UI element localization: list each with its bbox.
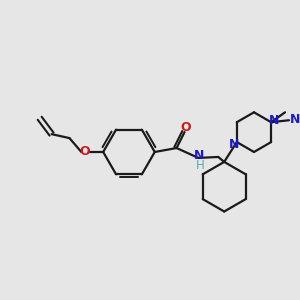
Text: N: N [229, 137, 239, 151]
Text: O: O [180, 121, 191, 134]
Text: N: N [194, 149, 205, 163]
Text: H: H [196, 159, 205, 172]
Text: N: N [290, 113, 300, 126]
Text: O: O [79, 146, 90, 158]
Text: N: N [269, 114, 279, 127]
